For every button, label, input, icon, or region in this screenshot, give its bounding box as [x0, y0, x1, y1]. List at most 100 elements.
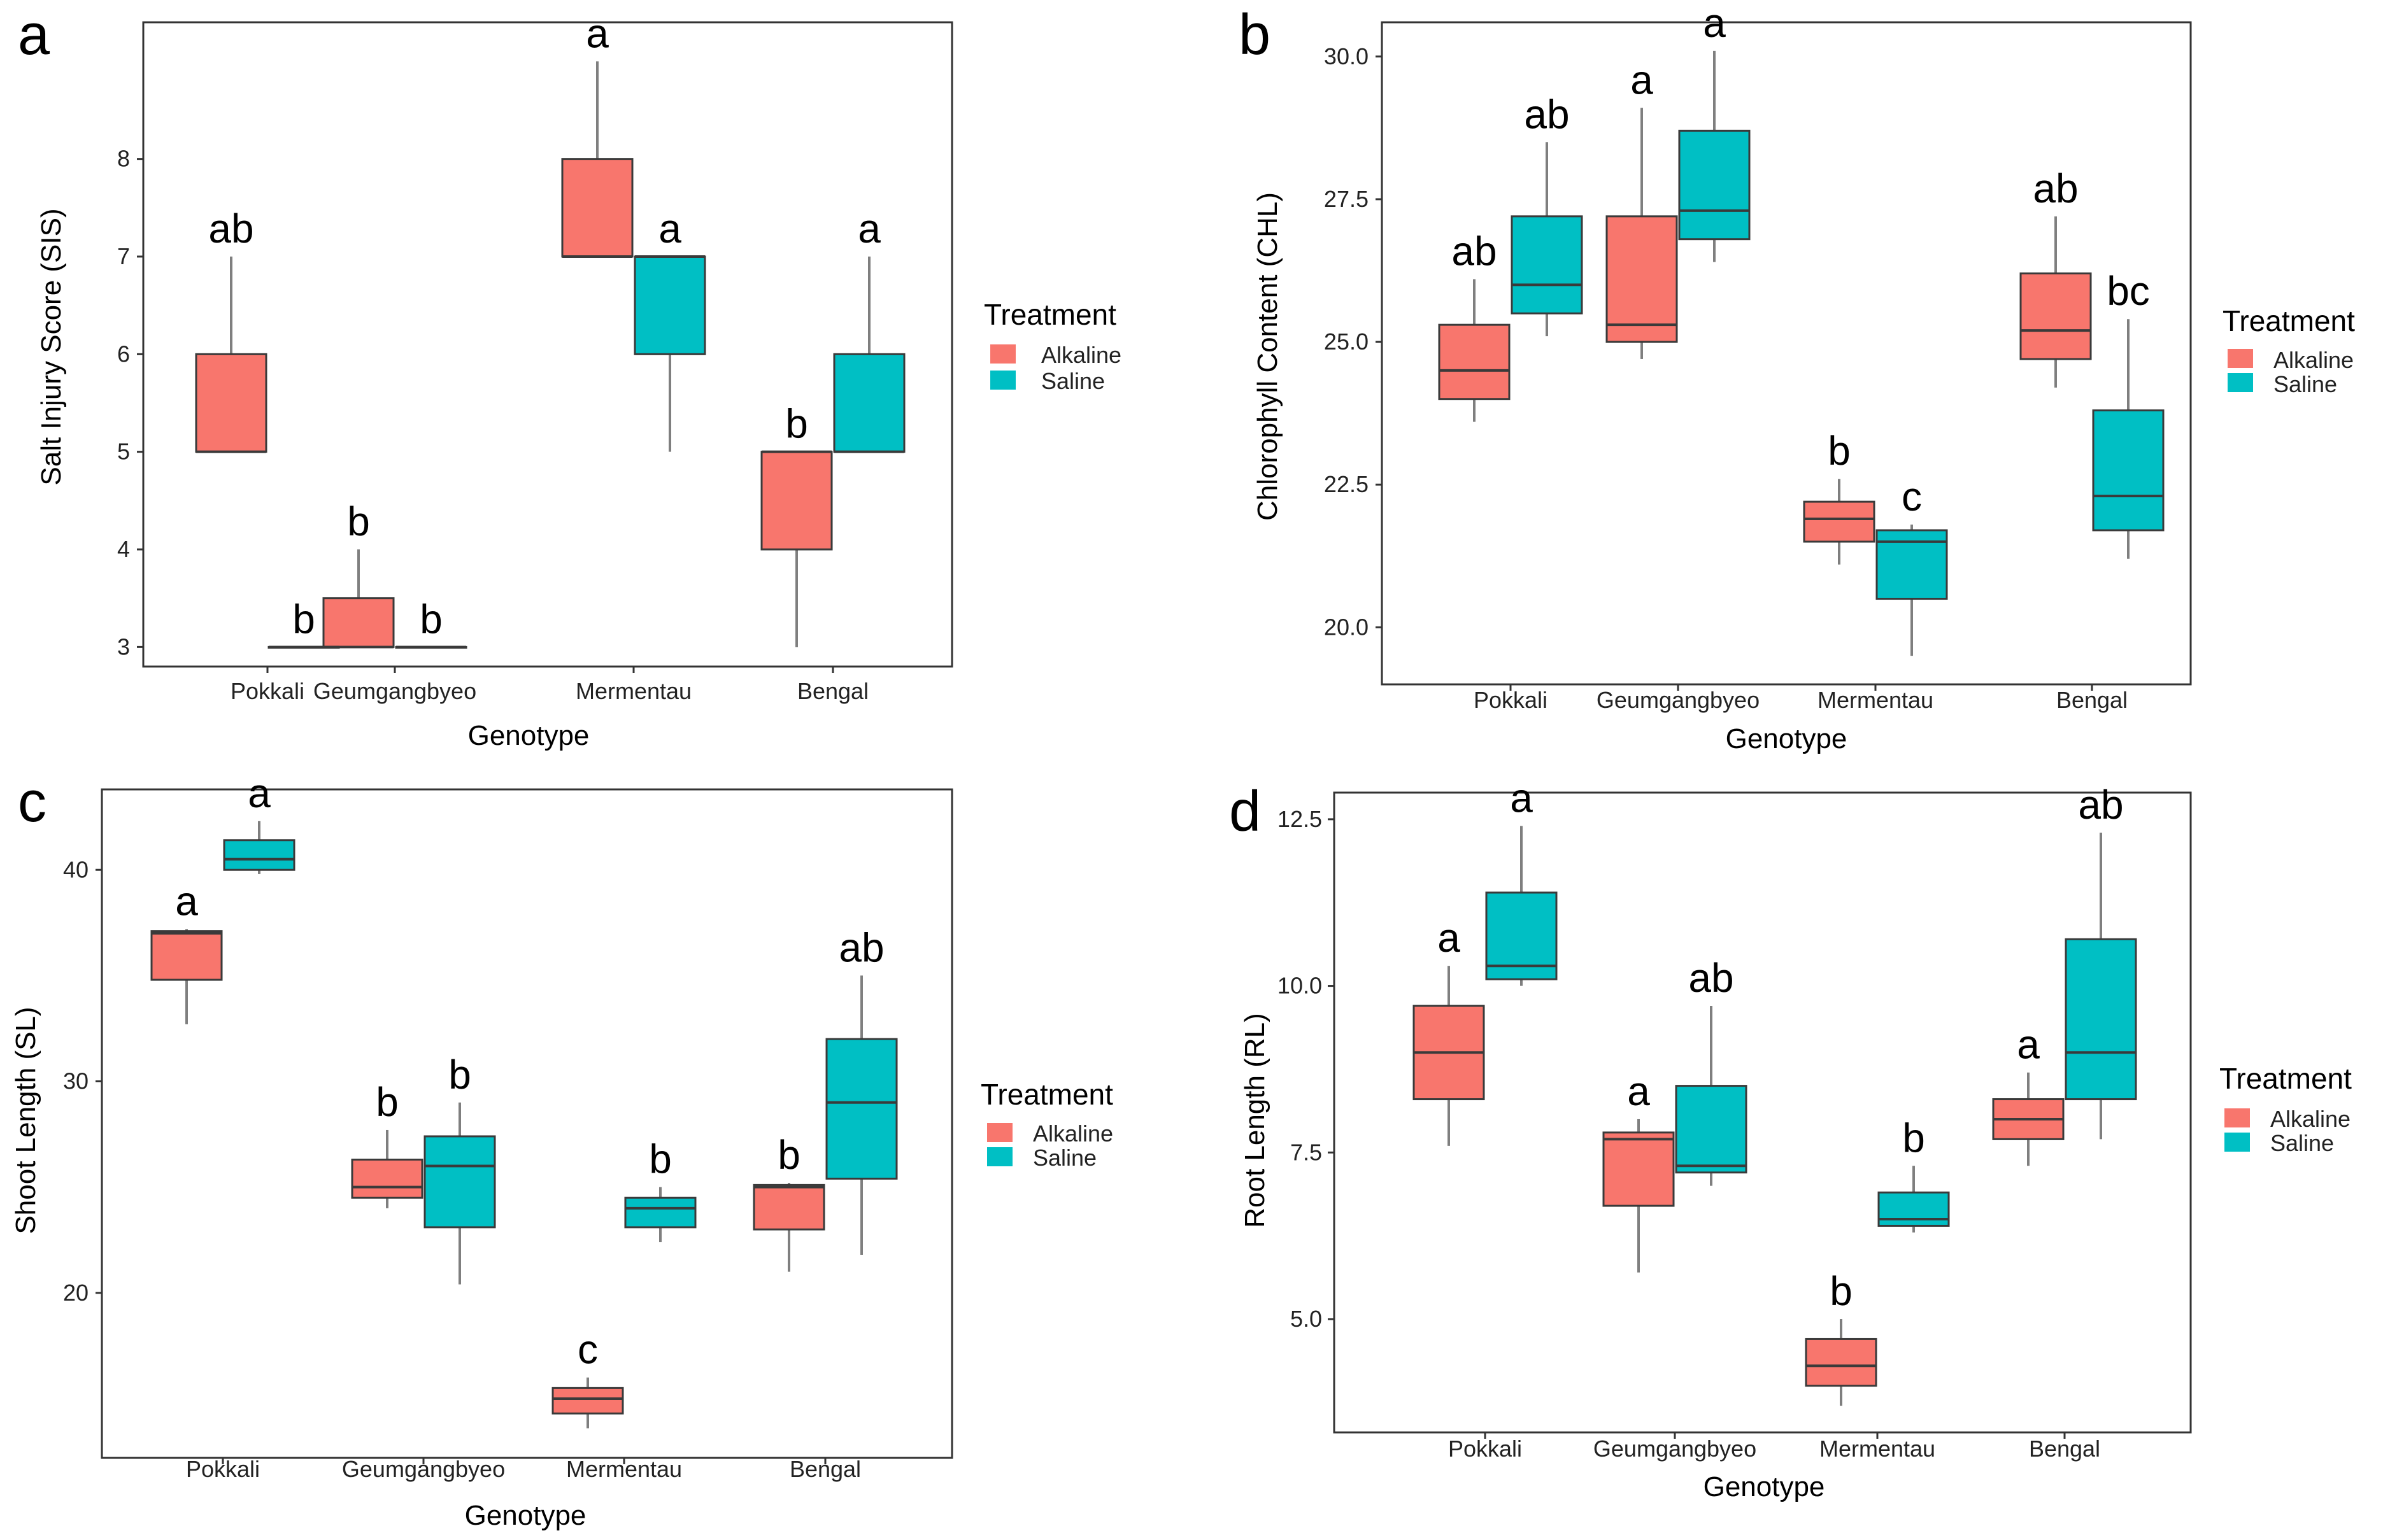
box-alkaline-geumgangbyeo: a	[1605, 57, 1678, 359]
panel-a-plot-frame	[142, 21, 953, 668]
x-tick-label: Mermentau	[566, 1456, 682, 1482]
panel-c-letter: c	[18, 770, 46, 834]
x-tick-label: Pokkali	[1474, 687, 1547, 713]
box-body	[1877, 1191, 1950, 1227]
significance-label: a	[248, 770, 271, 816]
box-body	[1605, 215, 1678, 343]
significance-label: ab	[2078, 782, 2123, 828]
y-tick-label: 4	[117, 536, 130, 562]
x-tick-label: Bengal	[790, 1456, 861, 1482]
significance-label: b	[649, 1136, 672, 1182]
box-alkaline-bengal: ab	[2019, 166, 2092, 388]
legend-key-alkaline	[2228, 349, 2253, 368]
significance-label: a	[1703, 0, 1726, 46]
legend-label-saline: Saline	[2270, 1130, 2334, 1156]
y-tick-label: 6	[117, 341, 130, 367]
y-tick-label: 3	[117, 633, 130, 660]
significance-label: ab	[1451, 228, 1497, 274]
y-tick-label: 30	[63, 1068, 89, 1094]
legend-key-saline	[990, 371, 1016, 390]
box-body	[634, 255, 706, 355]
box-alkaline-mermentau: c	[551, 1327, 624, 1429]
box-body	[423, 1135, 496, 1229]
significance-label: ab	[2033, 166, 2078, 211]
significance-label: bc	[2107, 268, 2150, 314]
significance-label: a	[586, 10, 609, 56]
box-saline-pokkali: b	[267, 596, 340, 649]
box-saline-bengal: ab	[825, 924, 898, 1255]
x-tick-label: Geumgangbyeo	[1593, 1436, 1756, 1462]
significance-label: a	[1630, 57, 1653, 102]
box-body	[1511, 215, 1583, 314]
legend-label-saline: Saline	[2273, 371, 2337, 397]
box-body	[322, 597, 395, 648]
box-body	[150, 930, 223, 981]
box-saline-bengal: bc	[2092, 268, 2165, 559]
legend-label-saline: Saline	[1041, 368, 1105, 394]
significance-label: b	[347, 498, 370, 544]
box-alkaline-pokkali: a	[150, 878, 223, 1024]
legend-label-alkaline: Alkaline	[1033, 1120, 1113, 1147]
panel-c-y-ticks: 20 30 40	[63, 856, 102, 1306]
significance-label: ab	[1524, 91, 1569, 137]
significance-label: b	[448, 1052, 471, 1098]
x-tick-label: Bengal	[2029, 1436, 2100, 1462]
box-body	[551, 1387, 624, 1415]
legend-label-saline: Saline	[1033, 1145, 1097, 1171]
significance-label: a	[175, 878, 198, 924]
x-tick-label: Geumgangbyeo	[313, 678, 476, 704]
box-saline-geumgangbyeo: ab	[1675, 955, 1747, 1186]
box-body	[2019, 272, 2092, 360]
box-body	[2065, 938, 2137, 1101]
significance-label: a	[858, 206, 881, 251]
y-tick-label: 7	[117, 243, 130, 269]
box-body	[223, 839, 295, 871]
box-body	[760, 451, 833, 551]
legend-title: Treatment	[981, 1078, 1113, 1111]
x-tick-label: Geumgangbyeo	[342, 1456, 505, 1482]
box-alkaline-mermentau: a	[561, 10, 634, 258]
box-alkaline-bengal: a	[1992, 1022, 2065, 1166]
significance-label: a	[1627, 1068, 1650, 1114]
box-body	[825, 1038, 898, 1180]
legend-title: Treatment	[2219, 1062, 2352, 1095]
panel-c-x-axis-title: Genotype	[465, 1500, 587, 1531]
y-tick-label: 12.5	[1277, 806, 1322, 832]
y-tick-label: 27.5	[1324, 186, 1369, 212]
panel-d-y-ticks: 5.0 7.5 10.0 12.5	[1277, 806, 1334, 1332]
box-body	[624, 1196, 697, 1229]
panel-d-plot-frame	[1333, 791, 2192, 1434]
x-tick-label: Mermentau	[1817, 687, 1933, 713]
legend-label-alkaline: Alkaline	[1041, 342, 1121, 368]
legend-title: Treatment	[984, 298, 1116, 331]
box-alkaline-mermentau: b	[1805, 1268, 1877, 1406]
box-body	[1438, 323, 1511, 400]
x-tick-label: Pokkali	[231, 678, 304, 704]
y-tick-label: 8	[117, 146, 130, 172]
panel-a-x-axis-title: Genotype	[468, 720, 590, 751]
box-saline-pokkali: a	[1485, 775, 1558, 986]
y-tick-label: 40	[63, 856, 89, 882]
legend-key-alkaline	[2224, 1108, 2250, 1127]
x-tick-label: Mermentau	[576, 678, 692, 704]
y-tick-label: 20	[63, 1280, 89, 1306]
y-tick-label: 5.0	[1290, 1306, 1322, 1332]
box-saline-bengal: ab	[2065, 782, 2137, 1140]
significance-label: b	[785, 401, 808, 447]
panel-a-x-ticks: Pokkali Geumgangbyeo Mermentau Bengal	[231, 667, 869, 704]
panel-d-x-axis-title: Genotype	[1704, 1471, 1825, 1502]
box-saline-bengal: a	[833, 206, 906, 453]
significance-label: b	[420, 596, 443, 642]
box-alkaline-pokkali: ab	[1438, 228, 1511, 422]
box-alkaline-bengal: b	[760, 401, 833, 647]
panel-d-x-ticks: Pokkali Geumgangbyeo Mermentau Bengal	[1448, 1432, 2100, 1462]
significance-label: b	[292, 596, 315, 642]
box-saline-geumgangbyeo: b	[395, 596, 467, 649]
box-body	[753, 1183, 825, 1231]
